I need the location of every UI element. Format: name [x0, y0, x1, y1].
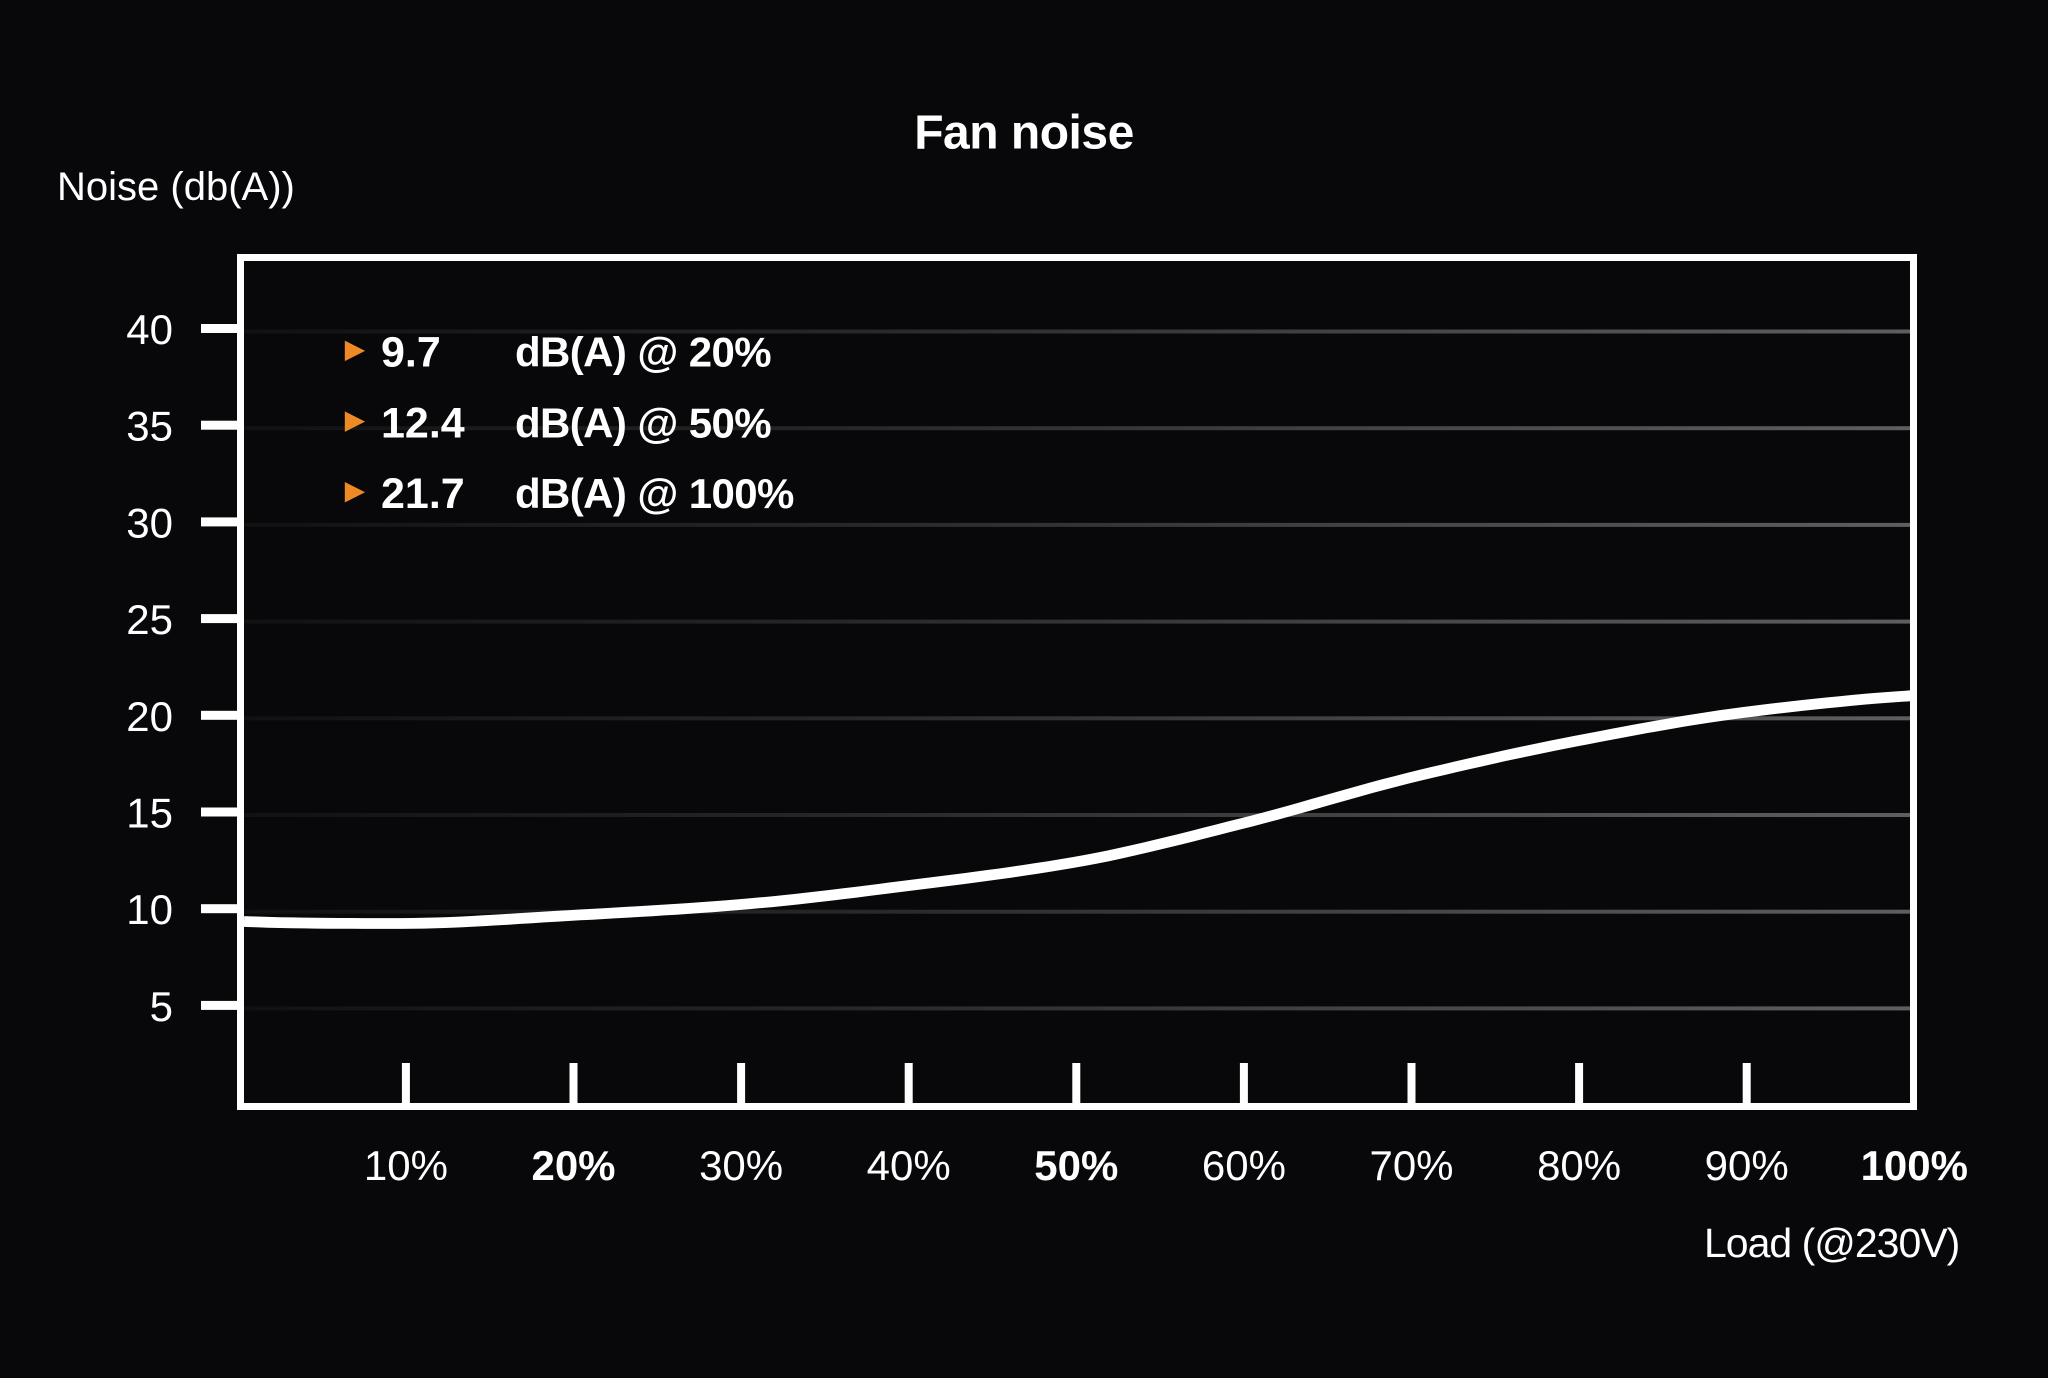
svg-text:12.4: 12.4	[381, 399, 465, 447]
svg-text:15: 15	[126, 790, 173, 837]
svg-text:90%: 90%	[1705, 1142, 1789, 1189]
svg-text:10: 10	[126, 886, 173, 933]
svg-text:Load (@230V): Load (@230V)	[1704, 1220, 1959, 1266]
svg-text:dB(A) @ 20%: dB(A) @ 20%	[515, 329, 771, 376]
svg-text:60%: 60%	[1202, 1142, 1286, 1189]
svg-text:35: 35	[126, 403, 173, 450]
svg-text:20%: 20%	[531, 1142, 615, 1189]
svg-text:dB(A) @ 100%: dB(A) @ 100%	[515, 470, 794, 517]
svg-text:5: 5	[150, 983, 173, 1030]
svg-text:70%: 70%	[1369, 1142, 1453, 1189]
svg-text:10%: 10%	[364, 1142, 448, 1189]
svg-text:50%: 50%	[1034, 1142, 1118, 1189]
svg-text:20: 20	[126, 693, 173, 740]
svg-text:40: 40	[126, 306, 173, 353]
svg-text:9.7: 9.7	[381, 329, 441, 377]
svg-text:30%: 30%	[699, 1142, 783, 1189]
svg-text:25: 25	[126, 596, 173, 643]
svg-text:dB(A) @ 50%: dB(A) @ 50%	[515, 399, 771, 446]
svg-text:21.7: 21.7	[381, 470, 465, 518]
svg-text:40%: 40%	[867, 1142, 951, 1189]
svg-text:Fan noise: Fan noise	[914, 107, 1134, 160]
svg-text:Noise (db(A)): Noise (db(A))	[57, 165, 295, 209]
svg-text:80%: 80%	[1537, 1142, 1621, 1189]
svg-text:30: 30	[126, 499, 173, 546]
svg-text:100%: 100%	[1861, 1142, 1968, 1189]
